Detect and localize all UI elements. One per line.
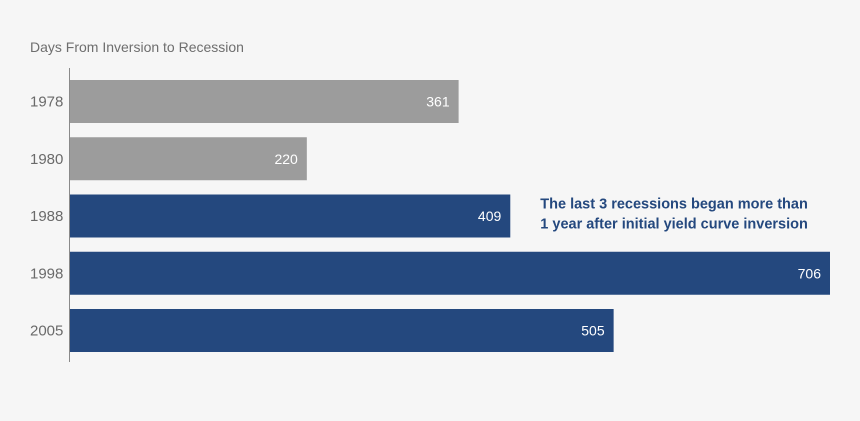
bar-1988 [70, 194, 511, 238]
chart-title: Days From Inversion to Recession [30, 39, 244, 55]
bar-2005 [70, 309, 614, 352]
annotation-line-1: The last 3 recessions began more than [540, 197, 808, 213]
data-label-1980: 220 [274, 151, 298, 167]
y-tick-label-1988: 1988 [30, 208, 63, 225]
data-label-1978: 361 [426, 94, 450, 110]
y-tick-label-1980: 1980 [30, 151, 63, 168]
data-labels: 361 220 409 706 505 [274, 94, 821, 339]
y-tick-label-1998: 1998 [30, 265, 63, 282]
y-tick-label-2005: 2005 [30, 323, 63, 340]
annotation-line-2: 1 year after initial yield curve inversi… [540, 217, 808, 233]
data-label-1998: 706 [798, 265, 822, 281]
bars-group [70, 80, 830, 352]
y-tick-labels: 1978 1980 1988 1998 2005 [30, 94, 63, 340]
y-tick-label-1978: 1978 [30, 94, 63, 111]
annotation: The last 3 recessions began more than 1 y… [540, 197, 808, 233]
data-label-2005: 505 [581, 323, 605, 339]
bar-1998 [70, 251, 830, 295]
bar-1980 [70, 137, 307, 181]
bar-1978 [70, 80, 459, 123]
data-label-1988: 409 [478, 208, 502, 224]
